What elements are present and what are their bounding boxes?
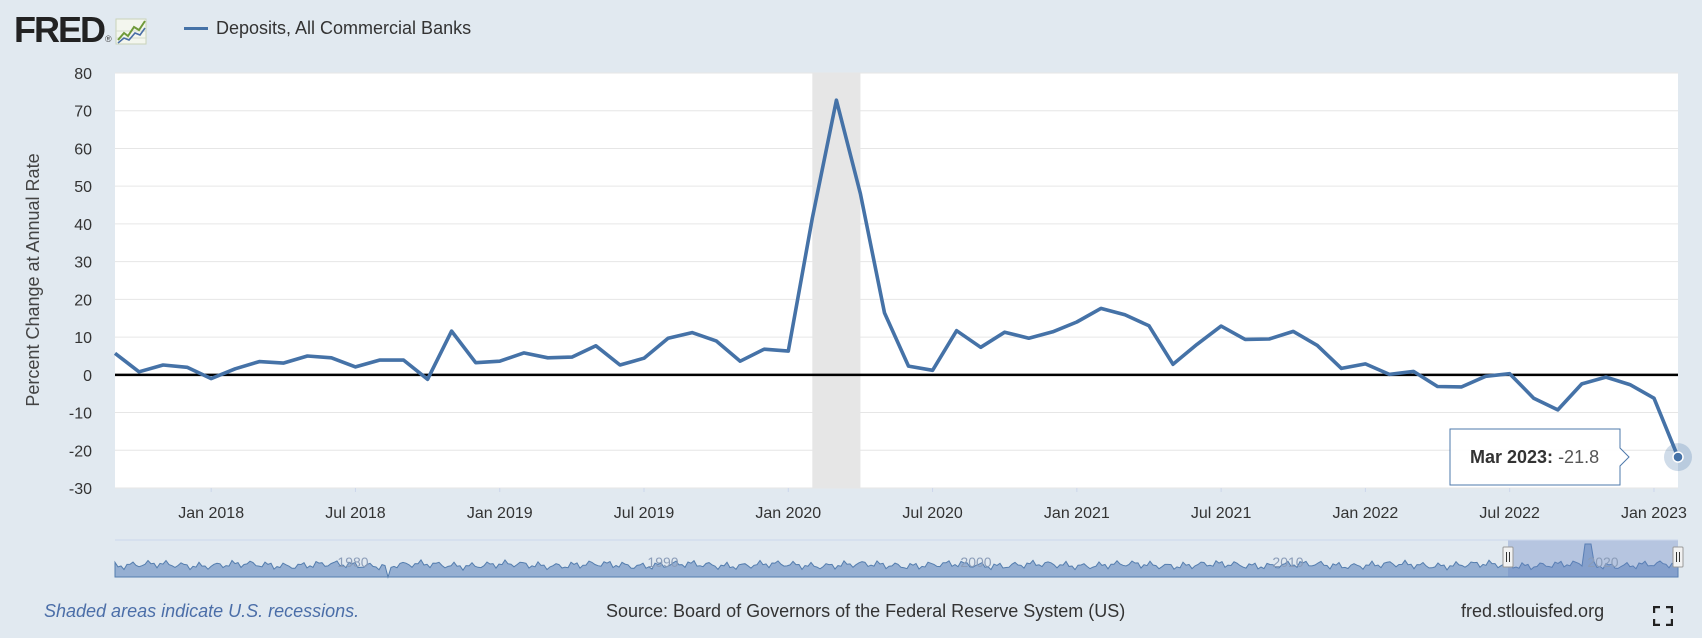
tooltip: Mar 2023: -21.8: [1449, 428, 1630, 486]
y-tick-label: 0: [83, 368, 92, 385]
series-line[interactable]: [113, 98, 1680, 458]
legend[interactable]: Deposits, All Commercial Banks: [184, 18, 471, 39]
site-link[interactable]: fred.stlouisfed.org: [1461, 601, 1605, 621]
fred-logo[interactable]: FRED ®: [14, 10, 147, 50]
y-tick-label: 10: [74, 330, 92, 347]
navigator-year-label: 1990: [647, 554, 678, 570]
navigator-handle-right[interactable]: [1672, 546, 1684, 568]
tooltip-date: Mar 2023:: [1470, 447, 1553, 467]
navigator-handle-body[interactable]: [1672, 546, 1684, 568]
tooltip-label: Mar 2023: -21.8: [1470, 447, 1599, 467]
y-tick-label: -30: [69, 481, 92, 498]
y-tick-label: 70: [74, 104, 92, 121]
tooltip-value: -21.8: [1553, 447, 1599, 467]
x-tick-label: Jan 2023: [1621, 505, 1687, 522]
source-text: Source: Board of Governors of the Federa…: [606, 601, 1126, 621]
recession-band: [812, 73, 861, 488]
y-axis-title: Percent Change at Annual Rate: [23, 153, 43, 406]
y-tick-label: 30: [74, 255, 92, 272]
navigator-handle-left[interactable]: [1502, 546, 1514, 568]
x-tick-label: Jul 2019: [614, 505, 675, 522]
fullscreen-icon[interactable]: [1653, 606, 1673, 626]
x-tick-label: Jul 2021: [1191, 505, 1252, 522]
logo-text: FRED: [14, 9, 106, 50]
x-tick-label: Jul 2018: [325, 505, 386, 522]
y-tick-label: 80: [74, 66, 92, 83]
navigator-selection[interactable]: [1508, 540, 1678, 577]
x-tick-label: Jan 2020: [755, 505, 821, 522]
navigator[interactable]: 1980 1990 2000 2010 2020: [114, 539, 1684, 579]
graph-icon: [115, 18, 147, 45]
x-tick-label: Jan 2021: [1044, 505, 1110, 522]
logo-registered-mark: ®: [105, 34, 112, 44]
navigator-year-label: 1980: [337, 554, 368, 570]
plot-area[interactable]: [115, 72, 1678, 489]
tooltip-box: [1449, 428, 1630, 486]
navigator-year-label: 2020: [1587, 554, 1618, 570]
navigator-series: [114, 543, 1679, 579]
y-tick-label: 60: [74, 141, 92, 158]
recession-note: Shaded areas indicate U.S. recessions.: [44, 601, 360, 621]
legend-line-swatch: [184, 27, 208, 30]
y-tick-label: 20: [74, 292, 92, 309]
x-tick-label: Jan 2019: [467, 505, 533, 522]
navigator-year-label: 2010: [1272, 554, 1303, 570]
navigator-year-label: 2000: [960, 554, 991, 570]
plot-background: [115, 73, 1678, 488]
legend-label: Deposits, All Commercial Banks: [216, 18, 472, 38]
x-tick-label: Jul 2022: [1479, 505, 1540, 522]
x-tick-label: Jul 2020: [902, 505, 963, 522]
y-tick-label: -20: [69, 443, 92, 460]
x-tick-label: Jan 2022: [1332, 505, 1398, 522]
y-tick-label: 40: [74, 217, 92, 234]
y-tick-label: -10: [69, 406, 92, 423]
y-tick-label: 50: [74, 179, 92, 196]
hover-point[interactable]: [1672, 451, 1684, 463]
navigator-handle-body[interactable]: [1502, 546, 1514, 568]
x-tick-label: Jan 2018: [178, 505, 244, 522]
